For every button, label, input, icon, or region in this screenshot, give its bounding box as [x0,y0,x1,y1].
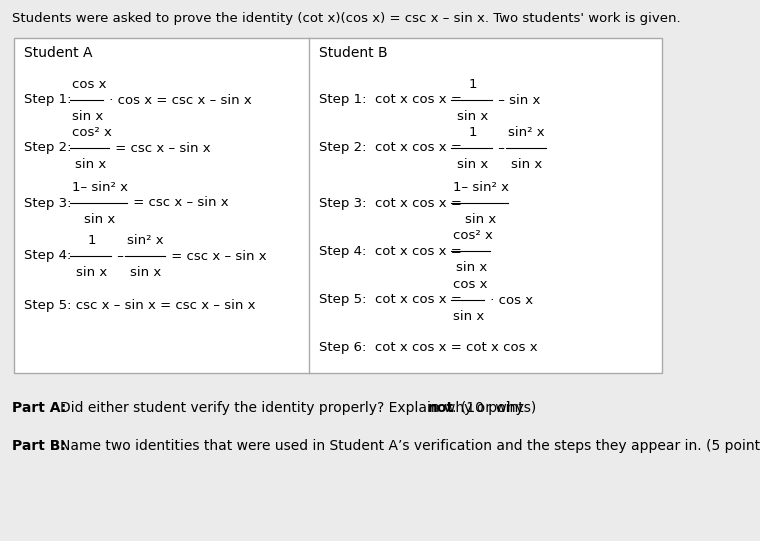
Text: –: – [494,142,505,155]
Text: . (10 points): . (10 points) [452,401,537,415]
Text: 1: 1 [88,234,97,247]
Text: sin² x: sin² x [128,234,164,247]
Text: Step 3:: Step 3: [24,196,71,209]
Text: · cos x: · cos x [486,294,534,307]
Text: sin x: sin x [457,158,488,171]
Text: cos² x: cos² x [72,126,112,139]
Text: Student B: Student B [319,46,388,60]
Text: Step 1:  cot x cos x =: Step 1: cot x cos x = [319,94,462,107]
Text: sin x: sin x [75,158,106,171]
Text: sin x: sin x [464,213,496,226]
Text: · cos x = csc x – sin x: · cos x = csc x – sin x [106,94,252,107]
Text: Step 6:  cot x cos x = cot x cos x: Step 6: cot x cos x = cot x cos x [319,341,537,354]
Text: cos x: cos x [72,78,106,91]
Text: Student A: Student A [24,46,93,60]
Text: 1– sin² x: 1– sin² x [453,181,509,194]
Text: = csc x – sin x: = csc x – sin x [166,249,267,262]
Text: sin x: sin x [84,213,115,226]
Text: Part B:: Part B: [12,439,66,453]
Text: cos x: cos x [453,278,487,291]
Text: Step 5: csc x – sin x = csc x – sin x: Step 5: csc x – sin x = csc x – sin x [24,300,255,313]
Text: Step 4:  cot x cos x =: Step 4: cot x cos x = [319,245,461,258]
Text: Step 1:: Step 1: [24,94,71,107]
Text: cos² x: cos² x [453,229,492,242]
Bar [14,38,662,373]
Text: Step 3:  cot x cos x =: Step 3: cot x cos x = [319,196,462,209]
Text: sin x: sin x [72,110,103,123]
Text: sin x: sin x [511,158,543,171]
Text: sin x: sin x [453,310,484,323]
Text: – sin x: – sin x [494,94,540,107]
Text: Step 4:: Step 4: [24,249,71,262]
Text: Did either student verify the identity properly? Explain why or why: Did either student verify the identity p… [60,401,528,415]
Text: –: – [113,249,125,262]
Text: = csc x – sin x: = csc x – sin x [129,196,229,209]
Text: 1: 1 [469,126,477,139]
Text: Part A:: Part A: [12,401,66,415]
Text: Name two identities that were used in Student A’s verification and the steps the: Name two identities that were used in St… [60,439,760,453]
Text: Step 5:  cot x cos x =: Step 5: cot x cos x = [319,294,462,307]
Text: sin x: sin x [457,110,488,123]
Text: Students were asked to prove the identity (cot x)(cos x) = csc x – sin x. Two st: Students were asked to prove the identit… [12,12,681,25]
Text: sin² x: sin² x [508,126,545,139]
Text: Step 2:  cot x cos x =: Step 2: cot x cos x = [319,142,462,155]
Text: sin x: sin x [76,266,107,279]
Text: = csc x – sin x: = csc x – sin x [111,142,211,155]
Text: 1– sin² x: 1– sin² x [72,181,128,194]
Text: sin x: sin x [456,261,487,274]
Text: sin x: sin x [131,266,162,279]
Text: not: not [428,401,454,415]
Text: 1: 1 [469,78,477,91]
Text: Step 2:: Step 2: [24,142,71,155]
